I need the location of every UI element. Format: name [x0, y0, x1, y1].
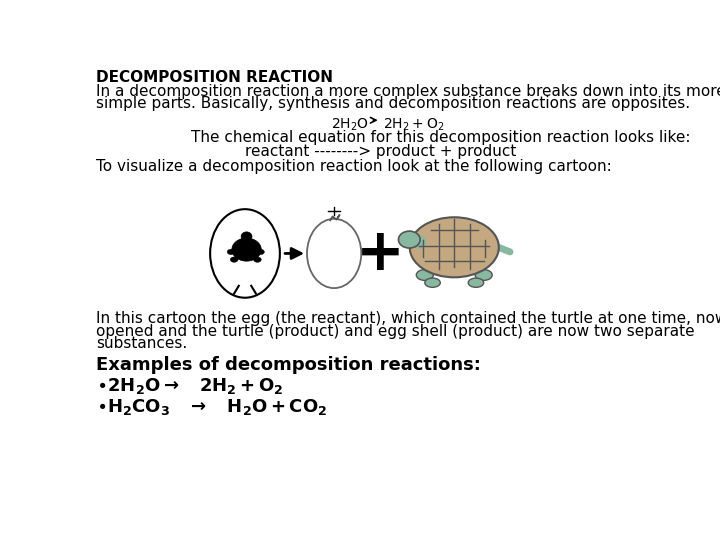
Text: In this cartoon the egg (the reactant), which contained the turtle at one time, : In this cartoon the egg (the reactant), … [96, 311, 720, 326]
Ellipse shape [232, 238, 261, 261]
Ellipse shape [230, 257, 238, 262]
Text: +: + [356, 225, 405, 282]
Ellipse shape [228, 249, 235, 254]
Text: reactant --------> product + product: reactant --------> product + product [245, 144, 516, 159]
Text: simple parts. Basically, synthesis and decomposition reactions are opposites.: simple parts. Basically, synthesis and d… [96, 96, 690, 111]
Text: $\bullet\mathbf{H_2CO_3 \quad \rightarrow \quad H_2O + CO_2}$: $\bullet\mathbf{H_2CO_3 \quad \rightarro… [96, 397, 328, 417]
Text: In a decomposition reaction a more complex substance breaks down into its more: In a decomposition reaction a more compl… [96, 84, 720, 99]
Text: The chemical equation for this decomposition reaction looks like:: The chemical equation for this decomposi… [191, 130, 690, 145]
Ellipse shape [398, 231, 420, 248]
Text: DECOMPOSITION REACTION: DECOMPOSITION REACTION [96, 70, 333, 85]
Text: To visualize a decomposition reaction look at the following cartoon:: To visualize a decomposition reaction lo… [96, 159, 612, 174]
Text: $\bullet\mathbf{2H_2O \rightarrow \quad 2H_2 + O_2}$: $\bullet\mathbf{2H_2O \rightarrow \quad … [96, 376, 284, 396]
Ellipse shape [468, 278, 484, 287]
Ellipse shape [416, 269, 433, 280]
Text: substances.: substances. [96, 336, 187, 351]
Text: $\mathregular{2H_2O}$: $\mathregular{2H_2O}$ [331, 117, 369, 133]
Text: opened and the turtle (product) and egg shell (product) are now two separate: opened and the turtle (product) and egg … [96, 323, 695, 339]
Text: $\mathregular{2H_2 + O_2}$: $\mathregular{2H_2 + O_2}$ [383, 117, 444, 133]
Ellipse shape [425, 278, 441, 287]
Text: Examples of decomposition reactions:: Examples of decomposition reactions: [96, 356, 481, 374]
Ellipse shape [410, 217, 499, 278]
Ellipse shape [253, 257, 261, 262]
Ellipse shape [241, 232, 252, 241]
Ellipse shape [475, 269, 492, 280]
Ellipse shape [413, 235, 426, 249]
Ellipse shape [256, 249, 264, 254]
